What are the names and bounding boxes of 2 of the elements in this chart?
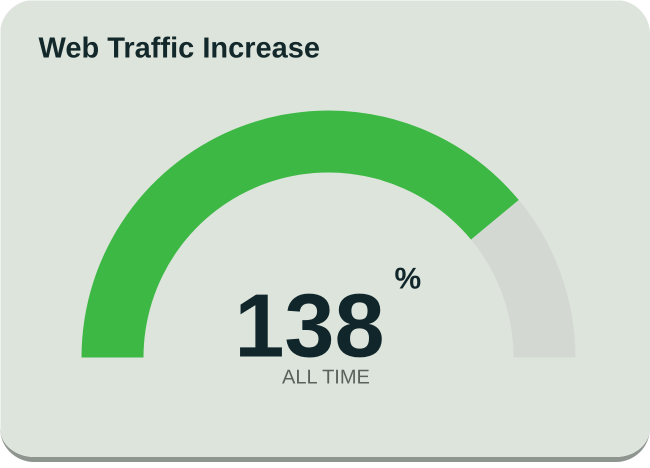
chart-title: Web Traffic Increase <box>38 32 320 64</box>
text: ALL TIME <box>282 366 370 388</box>
